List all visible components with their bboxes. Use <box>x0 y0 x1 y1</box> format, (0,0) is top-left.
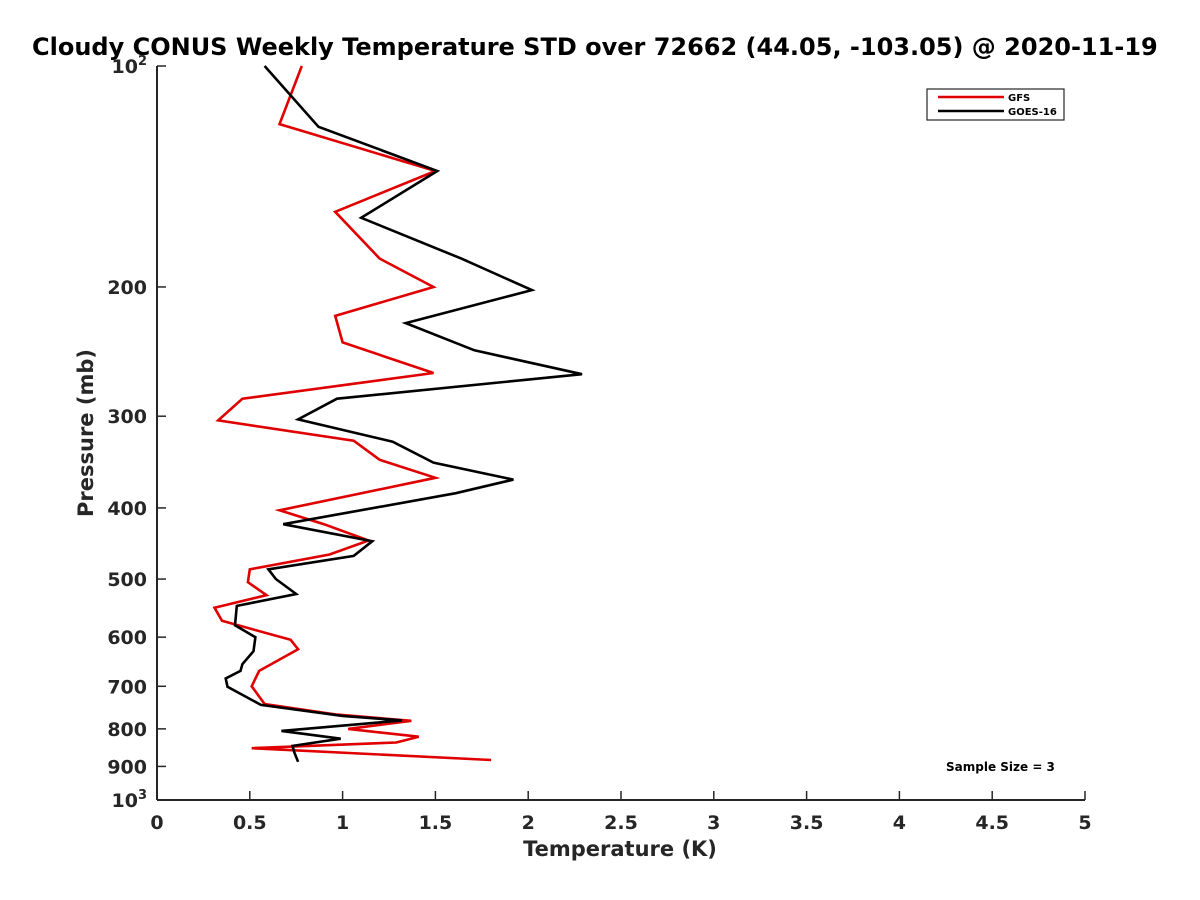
y-tick-label: 400 <box>107 498 147 520</box>
x-tick-label: 4.5 <box>975 812 1009 834</box>
y-tick-label-base: 10 <box>112 56 138 78</box>
y-tick-label: 800 <box>107 719 147 741</box>
y-tick-label: 103 <box>112 788 148 812</box>
x-axis-label: Temperature (K) <box>523 837 717 861</box>
y-tick-label-base: 10 <box>112 790 138 812</box>
x-tick-label: 2 <box>522 812 535 834</box>
legend-label-gfs: GFS <box>1008 93 1030 104</box>
y-tick-label-exponent: 3 <box>138 788 147 803</box>
x-tick-label: 3.5 <box>790 812 824 834</box>
y-tick-label: 700 <box>107 676 147 698</box>
y-tick-label: 500 <box>107 569 147 591</box>
legend-label-goes16: GOES-16 <box>1008 107 1057 118</box>
x-tick-label: 2.5 <box>604 812 638 834</box>
chart-title: Cloudy CONUS Weekly Temperature STD over… <box>32 33 1158 61</box>
x-tick-label: 0 <box>150 812 163 834</box>
x-tick-label: 5 <box>1078 812 1091 834</box>
axes: 0 0.5 1 1.5 2 2.5 3 3.5 4 4.5 51022003004005006007… <box>107 54 1091 834</box>
plot-series <box>212 65 583 763</box>
x-tick-label: 3 <box>707 812 720 834</box>
legend: GFS GOES-16 <box>926 88 1065 121</box>
y-axis-label: Pressure (mb) <box>74 349 98 517</box>
x-tick-label: 4 <box>893 812 906 834</box>
y-tick-label-exponent: 2 <box>138 54 147 69</box>
y-tick-label: 102 <box>112 54 148 78</box>
series-line-goes16 <box>224 65 583 763</box>
y-tick-label: 600 <box>107 627 147 649</box>
legend-box <box>926 88 1065 121</box>
x-tick-label: 1.5 <box>419 812 453 834</box>
series-line-gfs <box>212 65 492 762</box>
x-tick-label: 0.5 <box>233 812 267 834</box>
sample-size-annotation: Sample Size = 3 <box>946 760 1055 774</box>
y-tick-label: 200 <box>107 277 147 299</box>
x-tick-label: 1 <box>336 812 349 834</box>
y-tick-label: 900 <box>107 756 147 778</box>
y-tick-label: 300 <box>107 406 147 428</box>
